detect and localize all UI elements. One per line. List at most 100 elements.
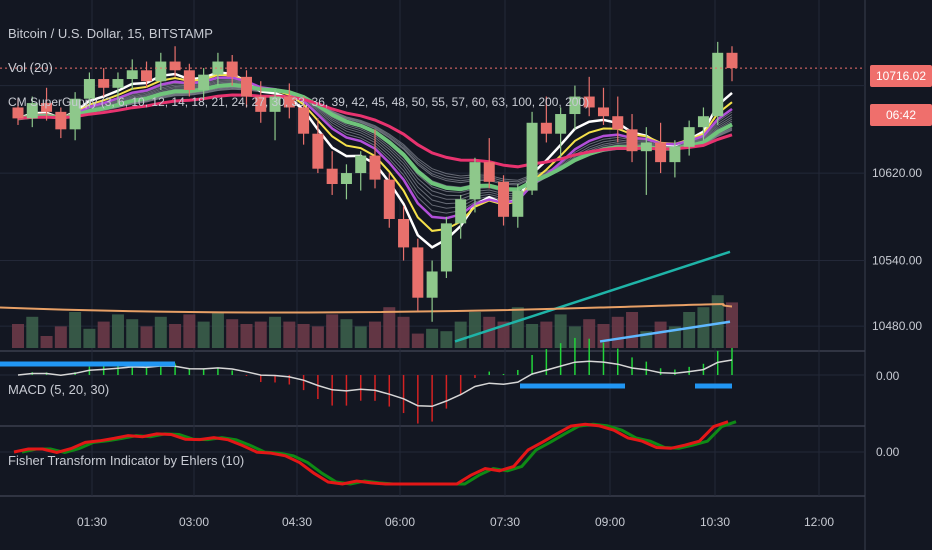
candle-body xyxy=(555,114,567,134)
volume-bar xyxy=(697,307,710,348)
volume-bar xyxy=(354,326,367,348)
candle-body xyxy=(455,199,467,224)
volume-bar xyxy=(254,321,267,348)
volume-bar xyxy=(711,295,724,348)
volume-bar xyxy=(111,314,124,348)
candle-body xyxy=(640,142,652,152)
volume-bar xyxy=(126,319,139,348)
candle-body xyxy=(169,61,181,71)
candle-body xyxy=(426,271,438,298)
candle-body xyxy=(312,133,324,169)
volume-bar xyxy=(683,312,696,348)
volume-bar xyxy=(511,307,524,348)
candle-body xyxy=(83,79,95,99)
volume-bar xyxy=(169,324,182,348)
volume-bar xyxy=(69,312,82,348)
x-tick-label: 07:30 xyxy=(490,515,520,529)
volume-bar xyxy=(583,319,596,348)
x-tick-label: 03:00 xyxy=(179,515,209,529)
volume-bar xyxy=(311,326,324,348)
candle-body xyxy=(383,179,395,219)
candle-body xyxy=(569,96,581,115)
candle-body xyxy=(355,155,367,174)
volume-bar xyxy=(497,321,510,348)
volume-bar xyxy=(183,314,196,348)
x-tick-label: 04:30 xyxy=(282,515,312,529)
volume-bar xyxy=(269,316,282,348)
ema-blue-line xyxy=(599,320,731,343)
candle-body xyxy=(498,181,510,217)
candle-body xyxy=(126,70,138,80)
y-tick-label: 10620.00 xyxy=(872,166,922,180)
volume-bar xyxy=(540,321,553,348)
volume-bar xyxy=(240,324,253,348)
x-tick-label: 06:00 xyxy=(385,515,415,529)
candle-body xyxy=(69,98,81,130)
candle-body xyxy=(540,122,552,134)
volume-bar xyxy=(454,321,467,348)
volume-bar xyxy=(411,333,424,348)
macd-label: MACD (5, 20, 30) xyxy=(8,382,110,397)
vol-ma-line xyxy=(0,303,733,314)
chart-title: Bitcoin / U.S. Dollar, 15, BITSTAMP xyxy=(8,26,213,41)
volume-bar xyxy=(483,316,496,348)
volume-bar xyxy=(154,316,167,348)
candle-body xyxy=(583,96,595,108)
candle-body xyxy=(626,129,638,152)
candle-body xyxy=(440,223,452,272)
volume-bar xyxy=(426,328,439,348)
x-tick-label: 12:00 xyxy=(804,515,834,529)
y-tick-label: 10540.00 xyxy=(872,254,922,268)
candle-body xyxy=(226,61,238,77)
candle-body xyxy=(141,70,153,82)
volume-bar xyxy=(12,324,24,348)
candle-body xyxy=(712,52,724,117)
candle-body xyxy=(483,162,495,182)
volume-bar xyxy=(440,331,453,348)
x-tick-label: 01:30 xyxy=(77,515,107,529)
superguppy-label: CM SuperGuppy (3, 6, 10, 12, 14, 18, 21,… xyxy=(8,95,590,109)
candle-body xyxy=(512,190,524,217)
candle-body xyxy=(326,168,338,184)
candle-body xyxy=(369,155,381,180)
ema-cyan-line xyxy=(454,250,731,343)
volume-bar xyxy=(554,314,567,348)
volume-label: Vol (20) xyxy=(8,60,53,75)
volume-bar xyxy=(626,312,639,348)
volume-bar xyxy=(526,324,539,348)
volume-bar xyxy=(383,307,396,348)
y-tick-label: 10480.00 xyxy=(872,319,922,333)
candle-body xyxy=(269,96,281,112)
volume-bar xyxy=(611,316,624,348)
candle-body xyxy=(340,173,352,184)
volume-bar xyxy=(83,328,96,348)
candle-body xyxy=(298,107,310,134)
volume-bar xyxy=(297,324,310,348)
volume-bar xyxy=(654,321,667,348)
candle-body xyxy=(669,146,681,163)
x-tick-label: 09:00 xyxy=(595,515,625,529)
candle-body xyxy=(183,70,195,90)
volume-bar xyxy=(726,302,738,348)
volume-bar xyxy=(211,312,224,348)
last-price-tag: 10716.02 xyxy=(870,65,932,87)
candle-body xyxy=(726,52,738,69)
candle-body xyxy=(55,111,67,130)
candle-body xyxy=(412,247,424,298)
candle-body xyxy=(655,142,667,163)
volume-bar xyxy=(283,321,296,348)
candle-body xyxy=(255,96,267,112)
countdown-tag: 06:42 xyxy=(870,104,932,126)
ema-pink-line xyxy=(17,93,733,169)
candle-body xyxy=(198,74,210,90)
x-tick-label: 10:30 xyxy=(700,515,730,529)
fisher-line xyxy=(13,420,729,486)
volume-bar xyxy=(140,326,153,348)
candle-body xyxy=(112,79,124,88)
candle-body xyxy=(212,61,224,75)
candle-body xyxy=(155,61,167,82)
candle-body xyxy=(597,107,609,117)
candle-body xyxy=(683,127,695,147)
